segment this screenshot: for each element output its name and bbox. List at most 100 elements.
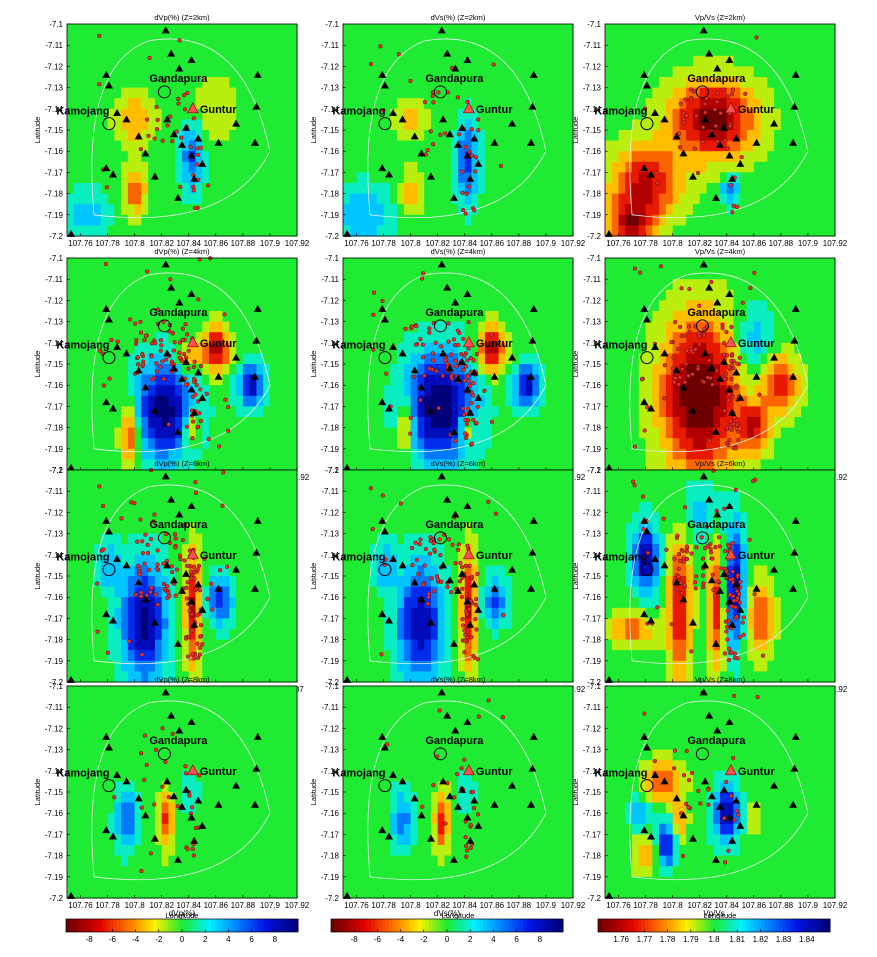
- heatmap-cell: [686, 258, 694, 270]
- heatmap-cell: [283, 55, 291, 67]
- heatmap-cell: [263, 45, 271, 57]
- heatmap-cell: [242, 289, 251, 301]
- heatmap-cell: [713, 172, 721, 184]
- heatmap-cell: [383, 364, 391, 376]
- earthquake-event: [421, 271, 426, 276]
- heatmap-cell: [828, 119, 836, 131]
- heatmap-cell: [733, 374, 741, 386]
- heatmap-cell: [638, 342, 647, 354]
- heatmap-cell: [202, 172, 210, 184]
- heatmap-cell: [80, 108, 88, 120]
- heatmap-cell: [505, 140, 513, 152]
- heatmap-cell: [518, 161, 527, 173]
- heatmap-cell: [397, 353, 405, 365]
- heatmap-cell: [222, 55, 230, 67]
- heatmap-cell: [376, 225, 385, 237]
- heatmap-cell: [478, 311, 486, 323]
- heatmap-cell: [94, 427, 102, 439]
- heatmap-cell: [215, 417, 224, 429]
- heatmap-cell: [552, 427, 561, 439]
- heatmap-cell: [363, 98, 371, 110]
- heatmap-cell: [168, 406, 176, 418]
- heatmap-cell: [195, 34, 203, 46]
- heatmap-cell: [390, 332, 398, 344]
- heatmap-cell: [518, 214, 527, 226]
- heatmap-cell: [740, 172, 748, 184]
- heatmap-cell: [559, 332, 567, 344]
- station-marker: [474, 159, 483, 167]
- earthquake-event: [152, 136, 157, 141]
- heatmap-cell: [821, 385, 829, 397]
- earthquake-event: [192, 359, 197, 364]
- heatmap-cell: [94, 268, 102, 280]
- station-marker: [672, 366, 681, 374]
- heatmap-cell: [403, 45, 412, 57]
- heatmap-cell: [659, 427, 667, 439]
- heatmap-cell: [659, 108, 667, 120]
- heatmap-cell: [665, 225, 674, 237]
- heatmap-cell: [229, 448, 237, 460]
- heatmap-cell: [679, 193, 687, 205]
- heatmap-cell: [80, 55, 88, 67]
- heatmap-cell: [539, 130, 547, 142]
- heatmap-cell: [505, 204, 513, 216]
- heatmap-cell: [417, 225, 425, 237]
- station-marker: [458, 357, 467, 365]
- heatmap-cell: [269, 98, 278, 110]
- heatmap-cell: [659, 395, 667, 407]
- heatmap-cell: [390, 119, 398, 131]
- heatmap-cell: [397, 98, 405, 110]
- heatmap-cell: [532, 300, 540, 312]
- heatmap-cell: [566, 417, 574, 429]
- heatmap-cell: [545, 151, 554, 163]
- heatmap-cell: [686, 140, 694, 152]
- heatmap-cell: [222, 77, 230, 89]
- heatmap-cell: [290, 353, 298, 365]
- y-tick-label: -7.19: [321, 211, 340, 220]
- heatmap-cell: [686, 172, 694, 184]
- heatmap-cell: [458, 77, 466, 89]
- heatmap-cell: [659, 183, 667, 195]
- heatmap-cell: [559, 374, 567, 386]
- heatmap-cell: [437, 66, 446, 78]
- heatmap-cell: [512, 438, 520, 450]
- heatmap-cell: [566, 321, 574, 333]
- heatmap-cell: [632, 395, 640, 407]
- earthquake-event: [707, 358, 712, 363]
- station-marker: [791, 304, 800, 312]
- heatmap-cell: [376, 34, 385, 46]
- heatmap-cell: [821, 24, 829, 36]
- heatmap-cell: [801, 119, 809, 131]
- heatmap-cell: [794, 66, 802, 78]
- earthquake-event: [446, 339, 451, 344]
- heatmap-cell: [242, 258, 251, 270]
- heatmap-cell: [390, 87, 398, 99]
- heatmap-cell: [188, 311, 197, 323]
- heatmap-cell: [618, 45, 626, 57]
- heatmap-cell: [611, 98, 620, 110]
- heatmap-cell: [801, 130, 809, 142]
- heatmap-cell: [498, 193, 506, 205]
- earthquake-event: [684, 348, 689, 353]
- heatmap-cell: [566, 300, 574, 312]
- heatmap-cell: [209, 34, 217, 46]
- earthquake-event: [155, 307, 160, 312]
- heatmap-cell: [638, 332, 647, 344]
- heatmap-cell: [263, 406, 271, 418]
- heatmap-cell: [107, 279, 115, 291]
- earthquake-event: [695, 170, 701, 176]
- heatmap-cell: [686, 417, 694, 429]
- heatmap-cell: [767, 183, 775, 195]
- heatmap-cell: [611, 108, 620, 120]
- y-tick-label: -7.11: [321, 275, 339, 284]
- heatmap-cell: [134, 395, 143, 407]
- heatmap-cell: [242, 300, 251, 312]
- heatmap-cell: [760, 438, 768, 450]
- heatmap-cell: [134, 374, 143, 386]
- heatmap-cell: [154, 66, 163, 78]
- earthquake-event: [453, 438, 458, 443]
- heatmap-cell: [356, 258, 364, 270]
- station-marker: [163, 115, 172, 123]
- heatmap-cell: [706, 119, 714, 131]
- heatmap-cell: [747, 225, 755, 237]
